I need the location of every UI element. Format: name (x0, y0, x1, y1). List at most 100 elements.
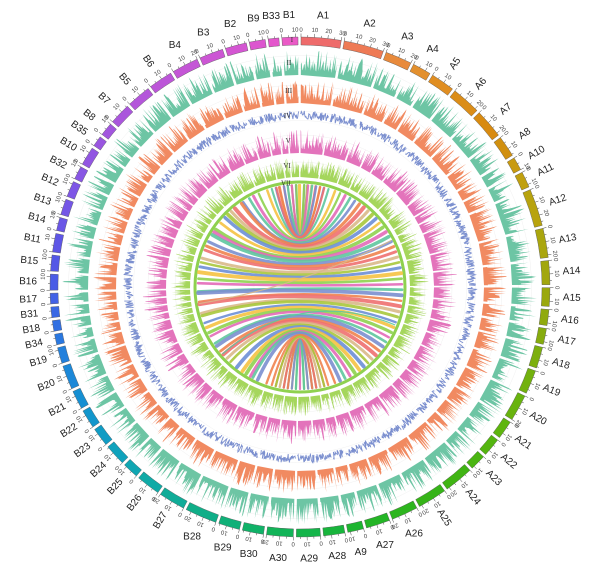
tick (537, 207, 540, 209)
line-segment (434, 182, 448, 199)
tick (95, 138, 98, 141)
track-label: VII (281, 179, 291, 187)
chromosome-B26 (138, 471, 163, 493)
chromosome-B14 (56, 217, 68, 233)
tick (68, 388, 72, 391)
tick-label: 10 (292, 28, 299, 34)
histogram-segment (160, 124, 189, 153)
histogram-segment (157, 417, 180, 443)
tick-label: 10 (550, 320, 557, 328)
histogram-segment (149, 138, 173, 166)
tick (225, 525, 227, 530)
histogram-segment (174, 462, 202, 496)
chromosome-label: A12 (548, 192, 569, 208)
tick (196, 514, 198, 517)
tick (474, 105, 478, 109)
histogram-segment (153, 329, 178, 346)
histogram-segment (364, 396, 390, 424)
tick (224, 44, 226, 49)
tick-label: 30 (381, 41, 390, 49)
tick-label: 0 (42, 316, 48, 321)
histogram-segment (335, 412, 355, 437)
tick-label: 0 (433, 66, 440, 73)
tick-label: 10 (553, 298, 559, 306)
tick-label: 0 (43, 248, 50, 253)
tick-label: 0 (84, 427, 91, 434)
tick-label: 10 (45, 233, 52, 241)
chromosome-A30 (266, 526, 294, 538)
chromosome-label: A7 (498, 101, 515, 118)
histogram-segment (431, 106, 463, 138)
histogram-segment (297, 470, 317, 491)
chromosome-A16 (538, 308, 550, 326)
tick-label: 0 (104, 114, 111, 121)
histogram-segment (383, 104, 407, 130)
histogram-segment (171, 295, 191, 302)
tick (350, 531, 352, 536)
tick (398, 516, 400, 519)
tick (515, 413, 518, 416)
tick (493, 445, 496, 447)
tick (86, 150, 90, 153)
chromosome-A12 (522, 189, 543, 228)
track-II (62, 50, 537, 525)
tick-label: 10 (328, 538, 336, 545)
histogram-segment (170, 195, 193, 212)
histogram-segment (184, 177, 208, 199)
histogram-segment (179, 233, 201, 248)
line-segment (128, 318, 136, 328)
tick-label: 10 (178, 55, 187, 64)
chromosome-A28 (322, 524, 346, 537)
chromosome-label: A26 (405, 529, 423, 540)
histogram-segment (298, 396, 310, 417)
tick-label: 0 (512, 423, 519, 430)
histogram-segment (340, 384, 360, 407)
tick-label: 0 (151, 494, 158, 501)
synteny-link (274, 335, 326, 388)
histogram-segment (237, 171, 255, 193)
tick-label: 10 (117, 467, 126, 476)
histogram-segment (253, 466, 274, 492)
tick-label: 0 (291, 540, 295, 546)
histogram-segment (335, 464, 349, 488)
tick-label: 20 (325, 29, 333, 36)
tick-label: 10 (163, 502, 172, 511)
chromosome-B13 (60, 198, 74, 218)
histogram-segment (419, 220, 445, 234)
tick (500, 135, 504, 138)
synteny-link (197, 270, 404, 282)
grid-circle (68, 55, 532, 519)
tick-label: 10 (541, 358, 549, 367)
histogram-segment (401, 238, 425, 260)
tick (438, 494, 441, 497)
histogram-segment (231, 406, 255, 430)
histogram-segment (363, 93, 389, 123)
tick (454, 483, 457, 486)
chromosome-label: B5 (116, 71, 133, 88)
line-segment (122, 277, 133, 290)
tick-label: 0 (65, 173, 72, 179)
histogram-segment (368, 449, 393, 477)
tick (488, 120, 492, 123)
tick-label: 10 (233, 35, 242, 43)
chromosome-label: B4 (169, 40, 182, 51)
tick-label: 10 (532, 382, 540, 391)
histogram-segment (64, 315, 92, 328)
tick (56, 223, 59, 225)
tick (107, 121, 111, 125)
line-segment (458, 327, 471, 344)
tick-label: 10 (65, 394, 74, 403)
tick-label: 0 (552, 258, 558, 263)
histogram-segment (399, 369, 422, 389)
tick (63, 376, 67, 378)
histogram-segment (469, 148, 499, 176)
histogram-segment (172, 301, 192, 310)
histogram-segment (190, 218, 209, 233)
tick (231, 44, 233, 47)
tick (511, 152, 514, 155)
tick-label: 10 (443, 73, 452, 82)
histogram-segment (431, 145, 460, 176)
chromosome-A22 (479, 434, 498, 455)
tick (143, 89, 146, 92)
tick-label: 0 (41, 302, 47, 306)
